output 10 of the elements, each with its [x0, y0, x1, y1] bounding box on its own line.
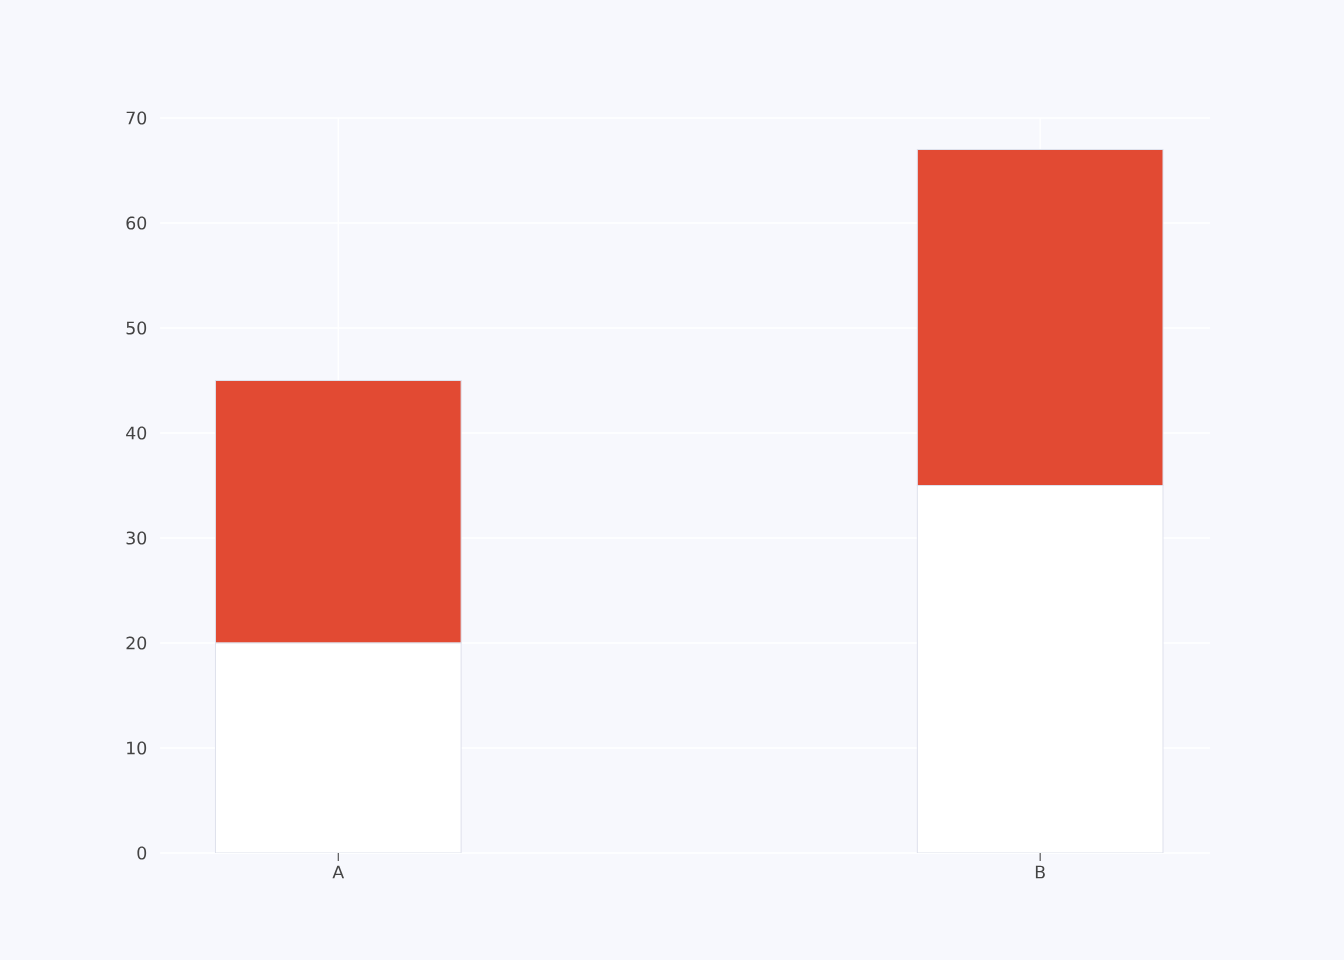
y-tick-label: 50 — [126, 321, 147, 335]
y-tick-label: 40 — [126, 426, 147, 440]
y-tick-label: 60 — [126, 216, 147, 230]
y-tick-label: 70 — [126, 111, 147, 125]
x-tick-label: A — [332, 865, 345, 879]
y-tick-label: 20 — [126, 636, 147, 650]
y-tick-label: 10 — [127, 741, 147, 755]
x-tick-label: B — [1035, 865, 1045, 879]
y-tick-label: 30 — [126, 531, 147, 545]
y-tick-label: 0 — [137, 846, 147, 860]
